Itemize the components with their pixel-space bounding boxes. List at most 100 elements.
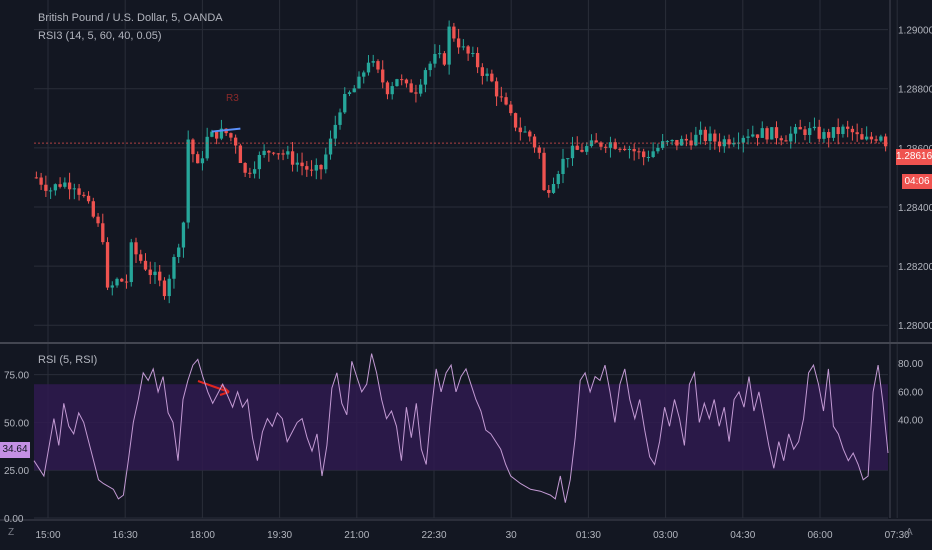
auto-scale-icon[interactable]: A (906, 527, 913, 538)
candle-body (295, 162, 299, 165)
candle-body (637, 151, 641, 153)
candle-body (698, 129, 703, 135)
candle (181, 221, 186, 258)
candle (618, 147, 622, 153)
candle-body (490, 73, 494, 82)
candle-body (158, 271, 162, 281)
candle-body (537, 147, 541, 153)
candle-body (480, 67, 485, 76)
indicator-title: RSI3 (14, 5, 60, 40, 0.05) (38, 30, 162, 42)
candle (827, 128, 831, 148)
candle-body (110, 285, 114, 288)
time-tick-label: 19:30 (267, 530, 292, 541)
candle-body (874, 139, 878, 141)
candle-body (841, 126, 845, 135)
candle-body (656, 147, 660, 152)
candle-body (831, 127, 836, 138)
candle-body (585, 146, 589, 152)
candle (153, 262, 157, 284)
candle-body (414, 92, 418, 94)
candle-body (148, 269, 152, 276)
candle-body (162, 280, 167, 297)
candle (328, 130, 333, 160)
candle-body (646, 156, 651, 158)
candle (44, 175, 48, 197)
candle-body (604, 146, 608, 148)
candle-body (475, 52, 480, 68)
candle-body (196, 154, 200, 164)
candle-body (238, 145, 243, 164)
candle (765, 126, 769, 143)
candle (869, 132, 874, 144)
zoom-icon[interactable]: Z (8, 527, 15, 538)
candle-body (741, 137, 745, 143)
candle-body (708, 133, 712, 142)
candle-countdown: 04:06 (902, 174, 932, 189)
candle-body (44, 184, 48, 191)
candle (352, 85, 356, 93)
candle (812, 117, 817, 131)
candle (376, 59, 380, 74)
candle (547, 184, 551, 198)
candle-body (755, 134, 760, 138)
candle-body (48, 190, 53, 192)
candle (281, 149, 285, 161)
candle (779, 135, 783, 146)
candle (632, 143, 636, 161)
candle-body (134, 242, 138, 255)
candle-body (765, 128, 769, 140)
candle (205, 127, 209, 161)
time-tick-label: 22:30 (421, 530, 446, 541)
candle-body (286, 151, 290, 155)
candle-body (400, 79, 404, 81)
candle-body (191, 139, 195, 155)
candle (651, 142, 655, 159)
candle-body (798, 127, 802, 130)
candle (276, 153, 280, 160)
candle (139, 249, 143, 264)
candle (215, 131, 219, 145)
candle (200, 151, 205, 171)
candle-body (205, 136, 209, 159)
candle-body (233, 137, 238, 146)
candle (741, 135, 745, 153)
candle (883, 133, 888, 152)
candle-body (314, 164, 318, 171)
candle-body (746, 136, 750, 138)
candle-body (532, 136, 537, 148)
candle-body (827, 132, 831, 138)
candle-body (96, 216, 100, 224)
time-tick-label: 04:30 (730, 530, 755, 541)
rsi-right-tick-label: 60.00 (898, 387, 923, 398)
candle (703, 126, 707, 146)
candle (96, 213, 100, 227)
candle-body (779, 138, 783, 141)
candle-body (528, 131, 532, 137)
candle-body (105, 242, 110, 288)
candle (485, 68, 489, 82)
candle-body (817, 126, 821, 139)
candle (63, 177, 67, 189)
candle (82, 191, 86, 198)
candle (143, 253, 148, 271)
candle-body (120, 278, 124, 282)
candle-body (879, 136, 883, 141)
candle (409, 79, 413, 93)
candle-body (812, 126, 817, 129)
candle (428, 61, 432, 77)
candle-body (494, 81, 499, 97)
candle (518, 117, 522, 141)
candle (732, 137, 736, 147)
candle (162, 277, 167, 300)
candle (589, 134, 594, 148)
candle-body (651, 151, 655, 157)
candle-body (466, 46, 470, 54)
candle (362, 70, 366, 84)
candle-body (328, 138, 333, 155)
candle (271, 151, 276, 156)
candle (456, 28, 461, 54)
candle (58, 177, 62, 189)
candle (570, 136, 575, 166)
candle (798, 119, 802, 130)
